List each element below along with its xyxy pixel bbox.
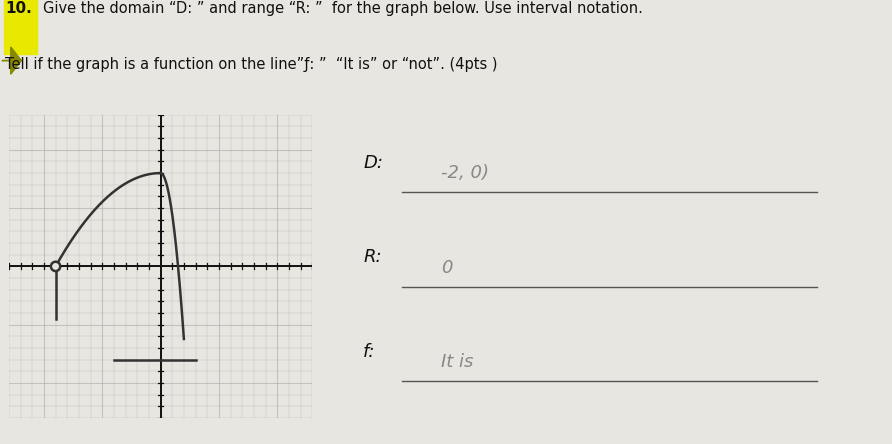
Text: It is: It is [441, 353, 473, 371]
Text: 0: 0 [441, 258, 452, 277]
Text: R:: R: [363, 248, 382, 266]
FancyArrow shape [2, 47, 21, 74]
Text: Tell if the graph is a function on the line”ƒ: ”  “It is” or “not”. (4pts ): Tell if the graph is a function on the l… [5, 57, 498, 71]
Text: D:: D: [363, 154, 384, 172]
Text: 10.: 10. [5, 1, 32, 16]
Circle shape [51, 262, 61, 271]
Text: f:: f: [363, 343, 376, 361]
Text: Give the domain “D: ” and range “R: ”  for the graph below. Use interval notatio: Give the domain “D: ” and range “R: ” fo… [43, 1, 643, 16]
Bar [4, 0, 37, 54]
Text: -2, 0): -2, 0) [441, 164, 489, 182]
